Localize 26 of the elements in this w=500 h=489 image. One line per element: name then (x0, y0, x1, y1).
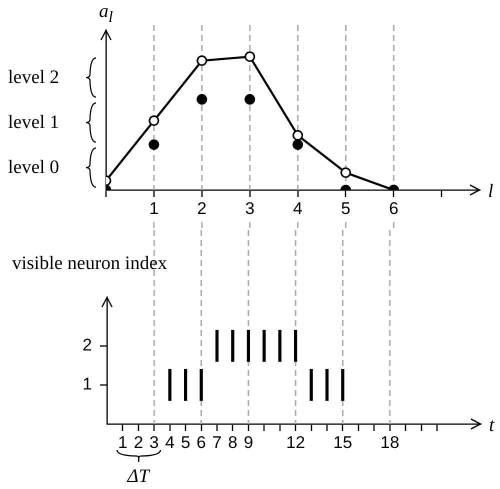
x-tick-label: 5 (180, 432, 190, 452)
x-tick-label: 15 (333, 432, 352, 452)
text: level 2 (8, 67, 60, 88)
text: level 1 (8, 112, 60, 134)
x-tick-label: 18 (380, 432, 400, 452)
y-axis-title: a$_{l}$ (99, 1, 113, 26)
x-tick-label: 2 (197, 198, 207, 218)
x-tick-label: 1 (149, 198, 159, 218)
x-tick-label: 12 (286, 432, 306, 452)
x-tick-label: 7 (212, 432, 222, 452)
x-tick-label: 6 (388, 198, 398, 218)
x-tick-label: 4 (165, 432, 175, 452)
text: level 0 (8, 157, 60, 178)
y-axis-title: visible neuron index (12, 253, 168, 274)
x-tick-label: 5 (341, 198, 350, 218)
x-tick-label: 3 (149, 432, 159, 452)
x-tick-label: 4 (293, 198, 303, 218)
x-tick-label: 6 (196, 432, 206, 452)
x-tick-label: 9 (244, 432, 254, 452)
x-tick-label: 1 (118, 432, 128, 452)
x-axis-title: l (488, 181, 494, 202)
text: ΔT (127, 466, 150, 487)
x-tick-label: 2 (134, 432, 144, 452)
x-tick-label: 8 (228, 432, 238, 452)
x-axis-title: t (489, 415, 494, 436)
x-tick-label: 3 (245, 198, 255, 218)
